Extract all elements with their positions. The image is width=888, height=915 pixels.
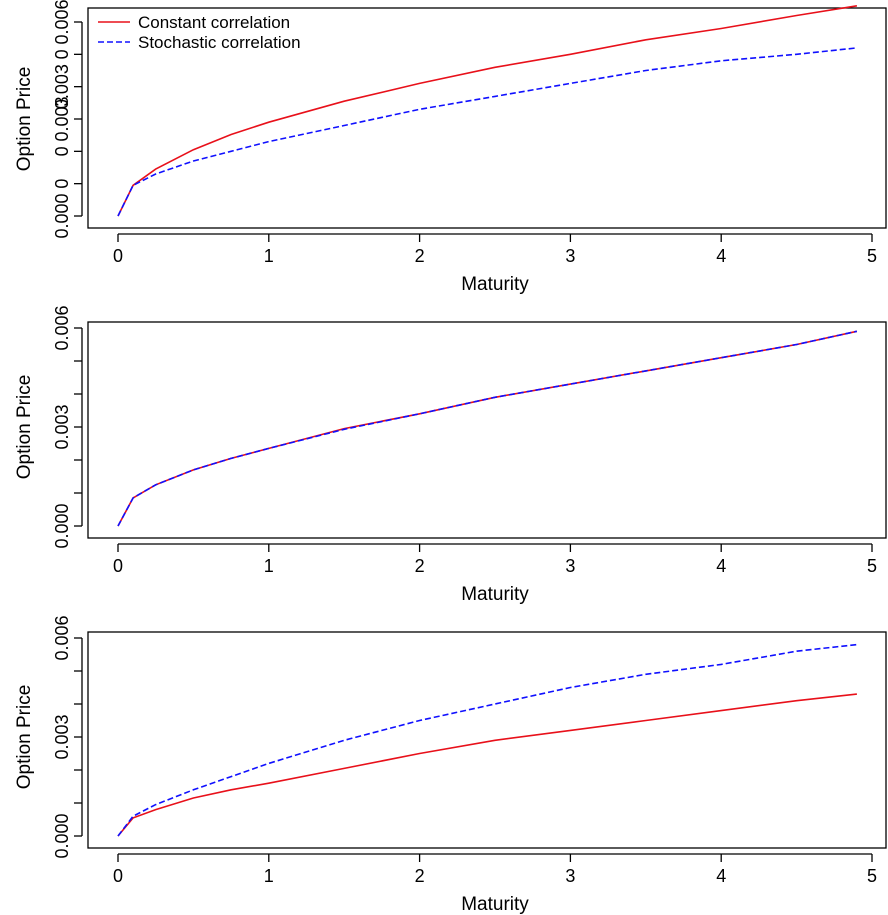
y-tick-label: 0 [52, 49, 72, 59]
x-tick-label: 1 [264, 866, 274, 886]
legend-label-stochastic: Stochastic correlation [138, 33, 301, 52]
x-tick-label: 4 [716, 866, 726, 886]
series-line-stochastic [117, 643, 857, 837]
y-tick-label: 0.006 [52, 615, 72, 660]
plot-frame [87, 631, 887, 849]
x-tick-label: 1 [264, 246, 274, 266]
y-tick-label: 0 [52, 179, 72, 189]
x-tick-label: 5 [867, 866, 877, 886]
x-tick-label: 4 [716, 246, 726, 266]
series-line-stochastic [117, 330, 858, 527]
x-tick-label: 2 [415, 556, 425, 576]
plot-frame [87, 321, 887, 539]
series-line-stochastic [117, 47, 857, 217]
x-tick-label: 3 [565, 246, 575, 266]
y-axis-title: Option Price [14, 375, 35, 480]
y-tick-label: 0.003 [52, 64, 72, 109]
y-tick-label: 0 [52, 146, 72, 156]
y-tick-label: 0.000 [52, 193, 72, 238]
x-axis-title: Maturity [461, 584, 529, 605]
x-tick-label: 0 [113, 866, 123, 886]
x-tick-label: 5 [867, 246, 877, 266]
x-axis-title: Maturity [461, 274, 529, 295]
x-tick-label: 0 [113, 556, 123, 576]
x-tick-label: 5 [867, 556, 877, 576]
x-tick-label: 1 [264, 556, 274, 576]
x-tick-label: 2 [415, 866, 425, 886]
y-tick-label: 0.003 [52, 404, 72, 449]
plot-frame [87, 7, 887, 229]
y-tick-label: 0.000 [52, 503, 72, 548]
y-axis-title: Option Price [14, 67, 35, 172]
panel-2: 0 1 2 3 4 5 Maturity 0.000 0.003 0.006 Option Pric… [14, 305, 887, 605]
x-tick-label: 0 [113, 246, 123, 266]
x-tick-label: 3 [565, 556, 575, 576]
y-tick-label: 0.006 [52, 0, 72, 45]
series-line-constant [117, 330, 858, 527]
series-line-constant [117, 5, 858, 217]
y-tick-label: 0.000 [52, 813, 72, 858]
x-tick-label: 3 [565, 866, 575, 886]
y-tick-label: 0.003 [52, 96, 72, 141]
x-tick-label: 2 [415, 246, 425, 266]
legend-label-constant: Constant correlation [138, 13, 290, 32]
y-tick-label: 0.006 [52, 305, 72, 350]
y-axis-title: Option Price [14, 685, 35, 790]
y-tick-label: 0.003 [52, 714, 72, 759]
panel-3: 0 1 2 3 4 5 Maturity 0.000 0.003 0.006 Option Pric… [14, 615, 887, 915]
x-axis-title: Maturity [461, 894, 529, 915]
x-tick-label: 4 [716, 556, 726, 576]
series-line-constant [117, 693, 857, 837]
